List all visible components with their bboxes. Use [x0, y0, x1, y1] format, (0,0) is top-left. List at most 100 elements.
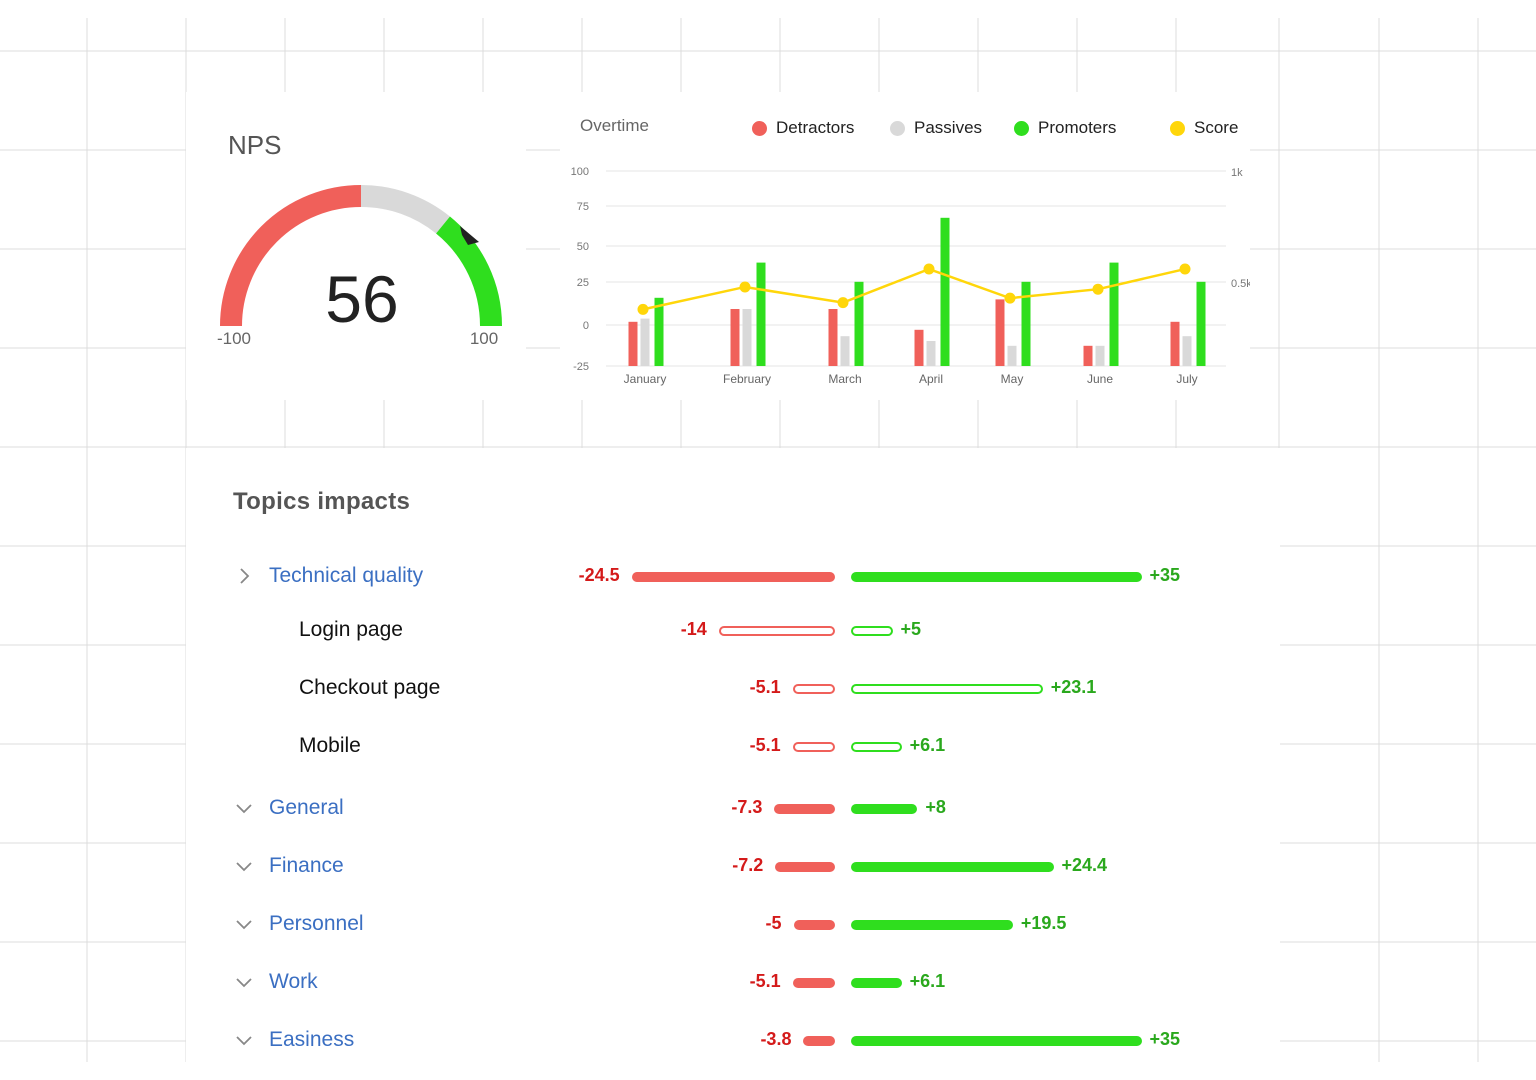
- negative-impact-bar: [792, 978, 835, 988]
- topic-category-row[interactable]: Easiness -3.8 +35: [186, 1020, 1280, 1060]
- topic-category-row[interactable]: Personnel -5 +19.5: [186, 904, 1280, 944]
- topic-label[interactable]: Technical quality: [269, 564, 424, 587]
- negative-impact-value: -14: [680, 619, 707, 639]
- x-tick-label: July: [1176, 372, 1197, 386]
- score-point[interactable]: [1179, 263, 1191, 275]
- x-tick-label: March: [828, 372, 861, 386]
- negative-impact-bar: [718, 626, 835, 636]
- detractor-bar[interactable]: [1170, 321, 1180, 366]
- score-point[interactable]: [837, 297, 849, 309]
- positive-impact-bar: [851, 978, 902, 988]
- negative-impact-bar: [792, 684, 835, 694]
- y2-tick-label: 1k: [1231, 167, 1243, 179]
- promoter-bar[interactable]: [1021, 281, 1031, 366]
- chevron-down-icon[interactable]: [236, 974, 252, 990]
- legend-label-promoters: Promoters: [1038, 118, 1117, 137]
- chevron-right-icon[interactable]: [236, 568, 252, 584]
- y-tick-label: 0: [583, 320, 589, 332]
- positive-impact-value: +8: [925, 797, 946, 817]
- positive-impact-value: +23.1: [1050, 677, 1097, 697]
- legend-passives[interactable]: Passives: [890, 118, 982, 138]
- legend-dot-detractors: [752, 120, 767, 136]
- topic-label[interactable]: Finance: [269, 854, 344, 877]
- y-tick-label: 75: [577, 201, 589, 213]
- positive-impact-bar: [851, 1036, 1142, 1046]
- gauge-passive-arc: [360, 184, 450, 234]
- topic-label[interactable]: Easiness: [269, 1028, 355, 1051]
- passive-bar[interactable]: [926, 341, 936, 366]
- topic-subtopic-row: Mobile -5.1 +6.1: [186, 726, 1280, 766]
- detractor-bar[interactable]: [914, 329, 924, 366]
- promoter-bar[interactable]: [854, 281, 864, 366]
- score-point[interactable]: [1004, 292, 1016, 304]
- promoter-bar[interactable]: [654, 297, 664, 366]
- passive-bar[interactable]: [742, 309, 752, 366]
- negative-impact-value: -3.8: [760, 1029, 792, 1049]
- score-point[interactable]: [739, 281, 751, 293]
- score-point[interactable]: [637, 303, 649, 315]
- topic-subtopic-row: Checkout page -5.1 +23.1: [186, 668, 1280, 708]
- negative-impact-bar: [803, 1036, 835, 1046]
- promoter-bar[interactable]: [756, 262, 766, 366]
- y-tick-label: -25: [573, 361, 589, 373]
- chevron-down-icon[interactable]: [236, 1032, 252, 1048]
- negative-impact-value: -7.3: [731, 797, 763, 817]
- x-tick-label: June: [1087, 372, 1113, 386]
- topic-category-row[interactable]: Finance -7.2 +24.4: [186, 846, 1280, 886]
- chevron-down-icon[interactable]: [236, 858, 252, 874]
- legend-score[interactable]: Score: [1170, 118, 1238, 138]
- passive-bar[interactable]: [840, 336, 850, 366]
- gauge-min-label: -100: [217, 329, 251, 348]
- negative-impact-value: -5: [765, 913, 782, 933]
- x-tick-label: January: [624, 372, 667, 386]
- promoter-bar[interactable]: [1109, 262, 1119, 366]
- passive-bar[interactable]: [640, 318, 650, 366]
- nps-title: NPS: [228, 130, 282, 160]
- positive-impact-bar: [851, 572, 1142, 582]
- gauge-pointer-icon: [460, 226, 479, 245]
- detractor-bar[interactable]: [995, 299, 1005, 366]
- score-point[interactable]: [923, 263, 935, 275]
- legend-promoters[interactable]: Promoters: [1014, 118, 1116, 138]
- negative-impact-value: -24.5: [578, 565, 620, 585]
- detractor-bar[interactable]: [730, 309, 740, 366]
- nps-gauge: 56 -100 100: [217, 184, 503, 348]
- topic-subtopic-row: Login page -14 +5: [186, 610, 1280, 650]
- score-point[interactable]: [1092, 283, 1104, 295]
- negative-impact-bar: [631, 572, 835, 582]
- promoter-bar[interactable]: [940, 217, 950, 366]
- topic-label[interactable]: Personnel: [269, 912, 364, 935]
- positive-impact-bar: [851, 684, 1043, 694]
- positive-impact-value: +35: [1149, 1029, 1181, 1049]
- topic-label: Mobile: [299, 734, 361, 757]
- promoter-bar[interactable]: [1196, 281, 1206, 366]
- topic-category-row[interactable]: Work -5.1 +6.1: [186, 962, 1280, 1002]
- y-tick-label: 25: [577, 277, 589, 289]
- passive-bar[interactable]: [1182, 336, 1192, 366]
- gauge-promoter-arc: [435, 216, 503, 327]
- nps-score: 56: [325, 262, 398, 336]
- passive-bar[interactable]: [1007, 345, 1017, 366]
- negative-impact-bar: [792, 742, 835, 752]
- positive-impact-value: +24.4: [1061, 855, 1108, 875]
- y2-tick-label: 0.5k: [1231, 278, 1250, 290]
- topic-label[interactable]: General: [269, 796, 344, 819]
- y-tick-label: 50: [577, 241, 589, 253]
- topic-category-row[interactable]: Technical quality -24.5 +35: [186, 556, 1280, 596]
- detractor-bar[interactable]: [628, 321, 638, 366]
- negative-impact-bar: [775, 862, 835, 872]
- x-tick-label: May: [1001, 372, 1024, 386]
- chevron-down-icon[interactable]: [236, 800, 252, 816]
- y-tick-label: 100: [571, 166, 589, 178]
- chevron-down-icon[interactable]: [236, 916, 252, 932]
- topic-label[interactable]: Work: [269, 970, 318, 993]
- topics-panel: Topics impacts Technical quality -24.5 +35…: [186, 448, 1280, 1080]
- detractor-bar[interactable]: [828, 309, 838, 366]
- legend-detractors[interactable]: Detractors: [752, 118, 854, 138]
- positive-impact-value: +19.5: [1020, 913, 1067, 933]
- topic-label: Checkout page: [299, 676, 441, 699]
- detractor-bar[interactable]: [1083, 345, 1093, 366]
- passive-bar[interactable]: [1095, 345, 1105, 366]
- topic-category-row[interactable]: General -7.3 +8: [186, 788, 1280, 828]
- x-tick-label: April: [919, 372, 943, 386]
